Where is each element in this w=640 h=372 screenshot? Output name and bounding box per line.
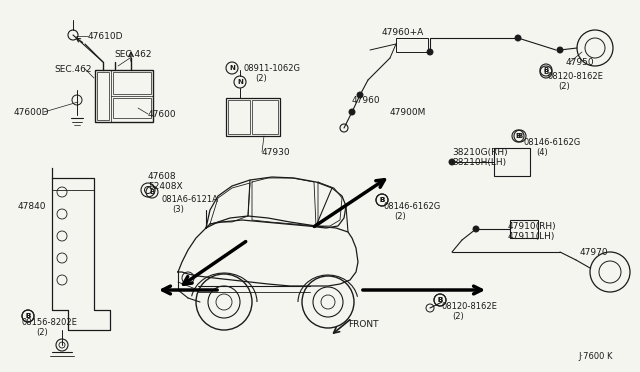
Text: 47910(RH): 47910(RH) [508,222,557,231]
Text: 47600D: 47600D [14,108,49,117]
Text: 47900M: 47900M [390,108,426,117]
Bar [228,100,250,134]
Text: 08911-1062G: 08911-1062G [244,64,301,73]
Text: B: B [26,313,31,319]
Text: (3): (3) [172,205,184,214]
Text: 47930: 47930 [262,148,291,157]
Circle shape [557,47,563,53]
Circle shape [473,226,479,232]
Bar [97,72,109,120]
Text: 47950: 47950 [566,58,595,67]
Bar [510,220,538,238]
Text: 08146-6162G: 08146-6162G [384,202,441,211]
Circle shape [515,35,521,41]
Text: 08120-8162E: 08120-8162E [548,72,604,81]
Text: (4): (4) [536,148,548,157]
Text: 08156-8202E: 08156-8202E [22,318,78,327]
Text: 38210H(LH): 38210H(LH) [452,158,506,167]
Text: B: B [149,189,155,195]
Text: 52408X: 52408X [148,182,182,191]
Bar [113,72,151,94]
Text: B: B [380,197,385,203]
Text: B: B [543,69,548,75]
Bar [396,38,428,52]
Bar [252,100,278,134]
Bar [226,98,280,136]
Circle shape [357,92,363,98]
Text: 47970: 47970 [580,248,609,257]
Text: SEC.462: SEC.462 [114,50,152,59]
Text: 38210G(RH): 38210G(RH) [452,148,508,157]
Text: B: B [543,67,548,73]
Text: 47608: 47608 [148,172,177,181]
Text: 47911(LH): 47911(LH) [508,232,556,241]
Circle shape [427,49,433,55]
Text: B: B [380,197,385,203]
Text: B: B [515,133,520,139]
Text: FRONT: FRONT [348,320,378,329]
Text: (2): (2) [558,82,570,91]
Text: B: B [437,297,443,303]
Circle shape [349,109,355,115]
Circle shape [449,159,455,165]
Text: 47840: 47840 [18,202,47,211]
Text: 08146-6162G: 08146-6162G [524,138,581,147]
Text: J·7600 K: J·7600 K [578,352,612,361]
Text: 47600: 47600 [148,110,177,119]
Bar [494,148,530,176]
Text: 47610D: 47610D [88,32,124,41]
Text: N: N [237,79,243,85]
Text: (2): (2) [452,312,464,321]
Text: 47960+A: 47960+A [382,28,424,37]
Text: B: B [26,313,31,319]
Text: B: B [517,133,523,139]
Text: 081A6-6121A: 081A6-6121A [162,195,219,204]
Bar [113,98,151,118]
Text: 47960: 47960 [352,96,381,105]
Bar [95,70,153,122]
Text: (2): (2) [255,74,267,83]
Text: 08120-8162E: 08120-8162E [442,302,498,311]
Text: SEC.462: SEC.462 [54,65,92,74]
Text: B: B [437,297,443,303]
Text: (2): (2) [394,212,406,221]
Text: N: N [229,65,235,71]
Text: (2): (2) [36,328,48,337]
